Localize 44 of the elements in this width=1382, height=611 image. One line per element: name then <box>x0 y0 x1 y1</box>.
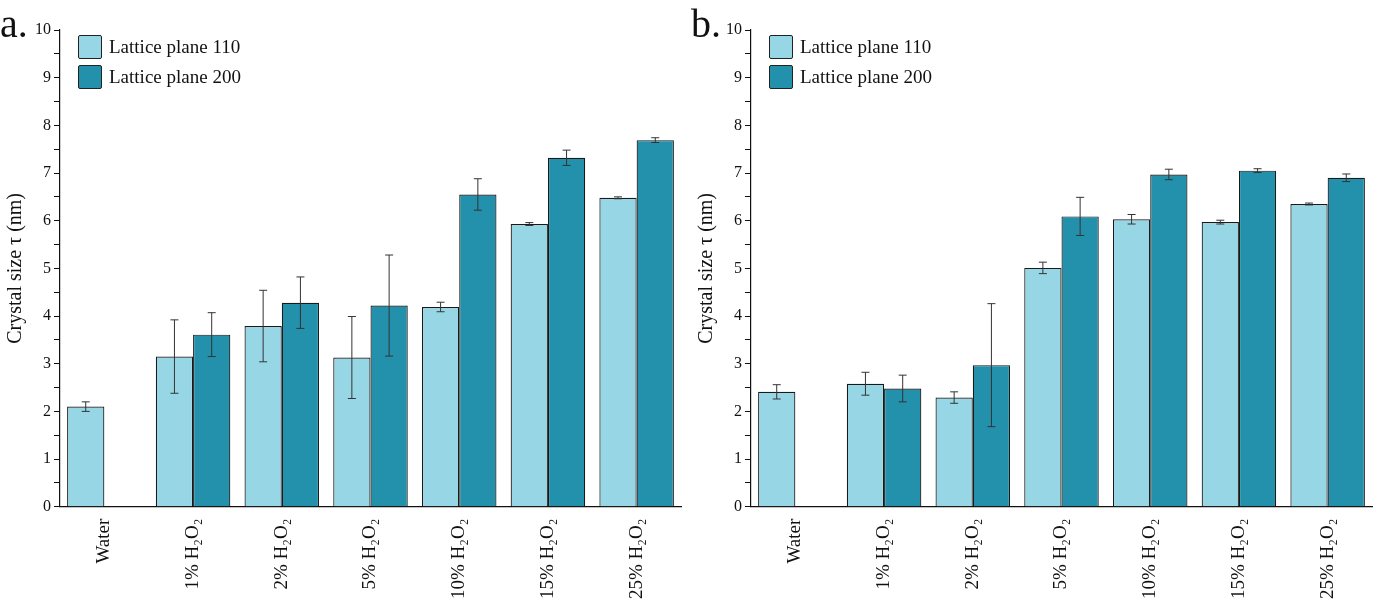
y-tick-label: 8 <box>734 115 742 133</box>
y-tick-label: 6 <box>734 210 742 228</box>
y-tick-label: 7 <box>43 163 51 181</box>
y-tick-label: 10 <box>35 20 51 38</box>
y-tick-label: 1 <box>43 449 51 467</box>
legend-label: Lattice plane 110 <box>109 36 241 58</box>
x-tick-label: 1% H₂O₂ <box>181 518 203 590</box>
x-tick-label: Water <box>783 518 805 564</box>
x-tick-label: 10% H₂O₂ <box>447 518 469 600</box>
y-tick-label: 9 <box>43 67 51 85</box>
y-tick-label: 3 <box>734 353 742 371</box>
chart-title: a. <box>0 0 28 46</box>
legend-label: Lattice plane 200 <box>109 66 241 88</box>
x-tick-label: 15% H₂O₂ <box>535 518 557 600</box>
y-tick-label: 2 <box>734 401 742 419</box>
x-tick-label: 2% H₂O₂ <box>960 518 982 590</box>
x-tick-label: 25% H₂O₂ <box>1315 518 1337 600</box>
y-tick-label: 10 <box>726 20 742 38</box>
y-tick-label: 4 <box>43 306 51 324</box>
x-tick-label: 10% H₂O₂ <box>1138 518 1160 600</box>
y-tick-label: 5 <box>43 258 51 276</box>
y-tick-label: 8 <box>43 115 51 133</box>
y-tick-label: 0 <box>734 496 742 514</box>
y-tick-label: 4 <box>734 306 742 324</box>
y-tick-label: 0 <box>43 496 51 514</box>
y-tick-label: 1 <box>734 449 742 467</box>
x-tick-label: 15% H₂O₂ <box>1226 518 1248 600</box>
y-tick-label: 2 <box>43 401 51 419</box>
y-tick-label: 6 <box>43 210 51 228</box>
y-axis-title: Crystal size τ (nm) <box>694 192 718 344</box>
legend-label: Lattice plane 110 <box>800 36 932 58</box>
x-tick-label: 5% H₂O₂ <box>358 518 380 590</box>
chart-title: b. <box>691 0 721 46</box>
x-tick-label: 5% H₂O₂ <box>1049 518 1071 590</box>
x-tick-label: 25% H₂O₂ <box>624 518 646 600</box>
x-tick-label: 2% H₂O₂ <box>269 518 291 590</box>
x-tick-label: Water <box>92 518 114 564</box>
y-tick-label: 7 <box>734 163 742 181</box>
y-tick-label: 3 <box>43 353 51 371</box>
y-axis-title: Crystal size τ (nm) <box>3 192 27 344</box>
y-tick-label: 9 <box>734 67 742 85</box>
x-tick-label: 1% H₂O₂ <box>872 518 894 590</box>
legend-label: Lattice plane 200 <box>800 66 932 88</box>
y-tick-label: 5 <box>734 258 742 276</box>
